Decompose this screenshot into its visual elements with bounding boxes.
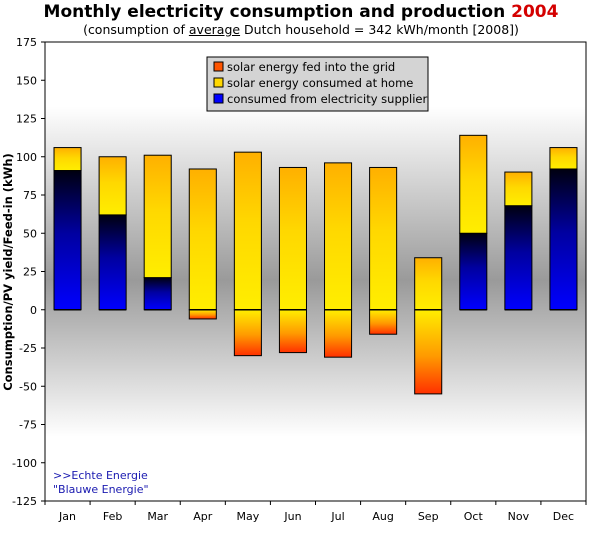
footnote-line1: >>Echte Energie	[53, 469, 148, 482]
y-axis-label: Consumption/PV yield/Feed-in (kWh)	[1, 153, 15, 391]
bar-consumed-at-home-jun	[278, 166, 307, 311]
bar-from-supplier-feb	[98, 214, 127, 311]
bar-fed-into-grid-jul	[324, 309, 353, 358]
bar-from-supplier-jan	[53, 170, 82, 311]
bar-fed-into-grid-aug	[369, 309, 398, 335]
x-tick-label-nov: Nov	[508, 510, 530, 523]
y-tick-label: -100	[12, 457, 37, 470]
x-tick-label-feb: Feb	[103, 510, 122, 523]
y-tick-label: 25	[23, 266, 37, 279]
bar-consumed-at-home-sep	[414, 257, 443, 311]
y-tick-label: -50	[19, 380, 37, 393]
title-year: 2004	[511, 2, 559, 22]
y-tick-label: -125	[12, 495, 37, 508]
bar-consumed-at-home-may	[233, 151, 262, 311]
bar-consumed-at-home-apr	[188, 168, 217, 311]
legend: solar energy fed into the grid solar ener…	[206, 56, 429, 112]
bar-fed-into-grid-apr	[188, 309, 217, 320]
legend-swatch-2	[213, 77, 224, 88]
bar-from-supplier-dec	[549, 168, 578, 311]
y-tick-label: 0	[30, 304, 37, 317]
x-tick-label-mar: Mar	[147, 510, 168, 523]
bar-from-supplier-nov	[504, 205, 533, 311]
bar-consumed-at-home-jul	[324, 162, 353, 311]
bar-from-supplier-mar	[143, 277, 172, 311]
x-tick-label-jan: Jan	[58, 510, 76, 523]
bar-fed-into-grid-may	[233, 309, 262, 357]
x-tick-label-may: May	[237, 510, 260, 523]
bar-consumed-at-home-dec	[549, 147, 578, 170]
bar-from-supplier-oct	[459, 232, 488, 311]
legend-swatch-1	[213, 61, 224, 72]
x-tick-label-jul: Jul	[330, 510, 344, 523]
x-tick-label-apr: Apr	[193, 510, 213, 523]
y-axis-ticks: -125 -100 -75 -50 -25 0 25 50 75 100 125 150 175	[12, 36, 45, 508]
x-tick-label-aug: Aug	[372, 510, 393, 523]
legend-label-3: consumed from electricity supplier	[227, 92, 428, 106]
y-tick-label: 75	[23, 189, 37, 202]
x-axis-ticks: Jan Feb Mar Apr May Jun Jul Aug Sep Oct Nov Dec	[44, 501, 587, 523]
bar-consumed-at-home-nov	[504, 171, 533, 207]
y-tick-label: -25	[19, 342, 37, 355]
legend-box	[206, 56, 429, 112]
bars	[53, 134, 578, 395]
chart-subtitle: (consumption of average Dutch household …	[0, 22, 602, 37]
y-tick-label: -75	[19, 419, 37, 432]
bar-consumed-at-home-jan	[53, 147, 82, 172]
title-text: Monthly electricity consumption and prod…	[43, 2, 506, 22]
legend-label-2: solar energy consumed at home	[227, 76, 413, 90]
bar-consumed-at-home-feb	[98, 156, 127, 216]
x-tick-label-dec: Dec	[553, 510, 574, 523]
chart-title: Monthly electricity consumption and prod…	[0, 2, 602, 22]
x-tick-label-oct: Oct	[464, 510, 484, 523]
legend-swatch-3	[213, 93, 224, 104]
y-tick-label: 150	[16, 74, 37, 87]
legend-label-1: solar energy fed into the grid	[227, 60, 395, 74]
subtitle-pre: (consumption of	[83, 22, 185, 37]
subtitle-underlined: average	[188, 22, 241, 37]
x-tick-label-sep: Sep	[418, 510, 439, 523]
y-tick-label: 100	[16, 151, 37, 164]
x-tick-label-jun: Jun	[283, 510, 301, 523]
bar-consumed-at-home-mar	[143, 154, 172, 279]
bar-fed-into-grid-jun	[278, 309, 307, 354]
bar-fed-into-grid-sep	[414, 309, 443, 395]
bar-consumed-at-home-aug	[369, 166, 398, 311]
y-tick-label: 125	[16, 113, 37, 126]
y-tick-label: 50	[23, 227, 37, 240]
subtitle-post: Dutch household = 342 kWh/month [2008])	[244, 22, 519, 37]
footnote-line2: "Blauwe Energie"	[53, 483, 149, 496]
y-tick-label: 175	[16, 36, 37, 49]
bar-consumed-at-home-oct	[459, 134, 488, 234]
